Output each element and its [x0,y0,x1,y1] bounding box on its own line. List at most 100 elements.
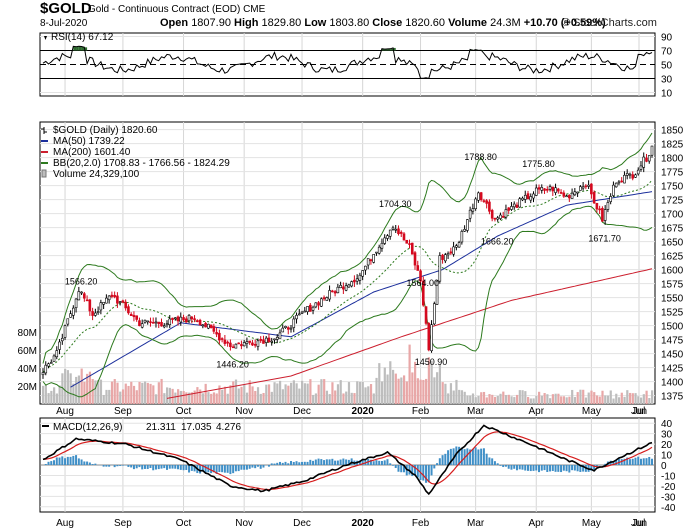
macd-axis-label: -10 [661,471,676,482]
price-candle-body [297,313,301,316]
price-candle-body [220,338,224,340]
volume-bar [339,380,342,404]
macd-histogram-bar [185,465,188,470]
macd-histogram-bar [61,456,64,465]
volume-bar [345,391,348,404]
ma200-line [166,268,653,399]
macd-histogram-bar [378,460,381,465]
macd-histogram-bar [94,463,97,465]
price-candle-body [143,319,147,323]
volume-bar [284,384,287,404]
macd-histogram-bar [278,461,281,465]
macd-histogram-bar [50,461,53,465]
macd-histogram-bar [182,465,185,471]
instrument-name-text: Gold - Continuous Contract (EOD) [88,4,241,15]
macd-histogram-bar [345,459,348,465]
macd-histogram-bar [590,465,593,471]
macd-histogram-bar [141,465,144,470]
price-candle-body [336,286,340,294]
volume-bar [221,389,224,404]
price-candle-body [427,323,431,351]
macd-histogram-bar [298,462,301,465]
macd-histogram-bar [480,448,483,465]
macd-histogram-bar [524,465,527,471]
macd-histogram-bar [232,465,235,474]
price-candle-body [55,350,59,358]
price-axis-label: 1700 [661,210,684,221]
macd-histogram-bar [105,465,108,467]
price-candle-body [306,306,309,313]
macd-histogram-bar [389,463,392,465]
volume-bar [438,364,442,404]
macd-histogram-bar [425,465,428,483]
price-candle-body [408,243,411,245]
volume-bar [526,397,530,404]
month-label-macd: Nov [235,518,253,529]
volume-bar [273,382,276,404]
price-panel-frame [39,121,656,405]
macd-histogram-bar [449,448,452,465]
volume-bar [99,379,103,404]
price-candle-body [504,209,508,218]
month-label-macd: Oct [176,518,192,529]
volume-bar [551,394,554,404]
volume-axis-label: 40M [18,364,37,375]
volume-bar [259,393,262,404]
macd-histogram-bar [532,465,535,471]
price-axis-label: 1725 [661,196,684,207]
macd-histogram-bar [102,465,105,467]
volume-bar [94,380,97,404]
price-candle-body [543,188,546,191]
price-candle-body [383,237,387,244]
volume-bar [389,361,392,404]
volume-bar [254,390,257,404]
volume-bar [245,392,249,404]
month-label-price: Nov [235,406,253,417]
macd-signal-line [42,431,653,491]
price-candle-body [262,339,265,344]
rsi-overbought-fill [392,47,396,51]
price-candle-body [435,280,439,305]
volume-bar [121,389,125,404]
price-candle-body [584,185,588,188]
price-candle-body [292,318,296,328]
volume-bar [171,388,174,404]
price-candle-body [394,228,398,231]
price-candle-body [587,184,590,187]
price-candle-body [342,286,345,290]
macd-histogram-bar [358,460,361,465]
macd-legend-signal: 17.035 [181,422,212,433]
price-candle-body [168,318,172,325]
price-candle-body [625,173,629,176]
price-candle-body [457,242,461,248]
macd-histogram-bar [248,465,251,469]
volume-bar [394,373,397,404]
volume-bar [66,370,70,404]
volume-bar [55,393,58,404]
rsi-axis-label: 90 [661,33,673,44]
price-candle-body [149,321,152,323]
volume-bar [303,383,306,404]
volume-bar [593,392,596,404]
macd-histogram-bar [466,448,469,465]
volume-bar [334,390,337,404]
macd-axis-label: 10 [661,451,673,462]
chart-header: $GOLD Gold - Continuous Contract (EOD) C… [0,0,700,34]
rsi-axis-label: 50 [661,61,673,72]
price-candle-body [320,298,323,307]
macd-histogram-bar [108,465,111,467]
volume-bar [143,381,147,404]
volume-bar [477,395,480,404]
macd-histogram-bar [135,465,138,469]
price-candle-body [311,306,315,311]
price-candle-body [317,302,320,306]
macd-histogram-bar [240,465,243,470]
price-candle-body [105,297,108,304]
macd-histogram-bar [543,465,546,471]
volume-bar [361,382,364,404]
close-label: Close [372,17,403,29]
price-candle-body [96,311,100,313]
price-legend-entry: MA(50) 1739.22 [53,136,125,147]
close-value: 1820.60 [405,17,446,29]
volume-bar [309,379,312,404]
